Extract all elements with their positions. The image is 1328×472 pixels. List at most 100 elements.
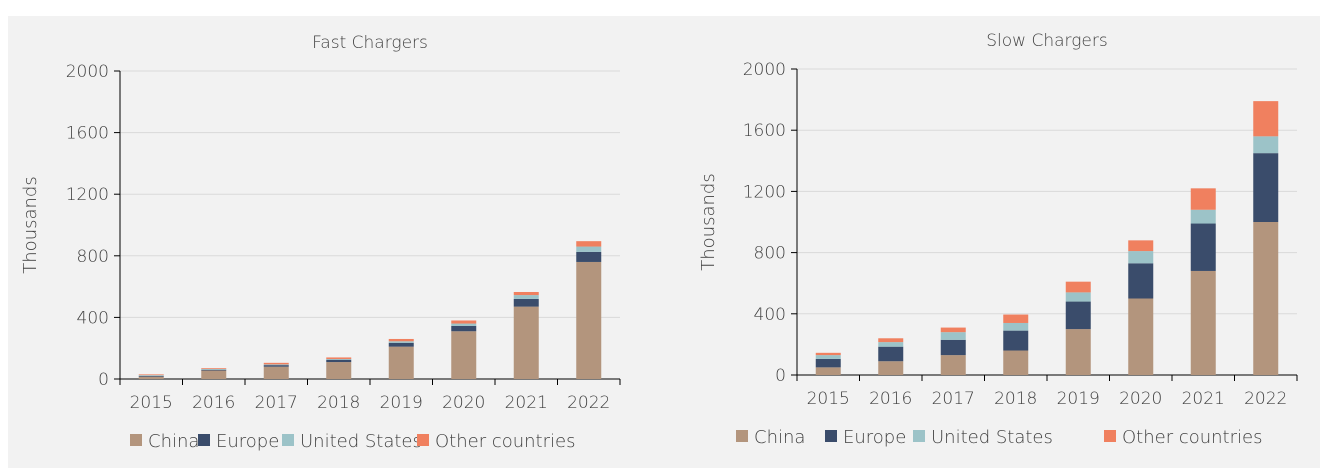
bar-segment xyxy=(1190,188,1216,210)
bar-segment xyxy=(138,376,164,379)
bar-segment xyxy=(1190,223,1216,271)
legend-swatch xyxy=(282,434,294,446)
y-tick-label: 0 xyxy=(98,370,109,390)
legend-label: United States xyxy=(300,431,422,452)
y-axis-label: Thousands xyxy=(698,173,719,270)
x-tick-label: 2021 xyxy=(505,393,548,413)
bar-segment xyxy=(326,358,352,360)
bar-segment xyxy=(1253,222,1279,375)
x-tick-label: 2021 xyxy=(1182,389,1225,409)
bar-segment xyxy=(1003,314,1029,323)
chart-title: Slow Chargers xyxy=(986,31,1107,51)
bar-segment xyxy=(263,366,289,379)
bar-segment xyxy=(815,352,841,356)
bar-segment xyxy=(513,291,539,296)
bar-segment xyxy=(1065,329,1091,375)
bar-segment xyxy=(940,327,966,333)
y-tick-label: 800 xyxy=(754,244,786,264)
bar-segment xyxy=(326,362,352,379)
x-tick-label: 2017 xyxy=(932,389,975,409)
x-tick-label: 2015 xyxy=(807,389,850,409)
bar-segment xyxy=(940,339,966,356)
bar-segment xyxy=(878,346,904,362)
legend-swatch xyxy=(825,430,837,442)
bar-segment xyxy=(451,323,477,326)
bar-segment xyxy=(326,357,352,359)
slow-chargers-chart: Slow Chargers Thousands 0 400 800 1200 1600 200… xyxy=(698,31,1298,448)
bar-segment xyxy=(263,362,289,365)
bar-segment xyxy=(815,367,841,375)
bar-segment xyxy=(326,359,352,363)
bar-segment xyxy=(451,325,477,332)
legend-swatch xyxy=(417,434,429,446)
y-axis-label: Thousands xyxy=(20,176,41,273)
x-tick-label: 2019 xyxy=(380,393,423,413)
bar-segment xyxy=(576,246,602,252)
bar-segment xyxy=(815,358,841,368)
legend-label: Other countries xyxy=(1122,427,1262,448)
x-tick-label: 2016 xyxy=(192,393,235,413)
bar-segment xyxy=(1253,153,1279,222)
bar-segment xyxy=(388,342,414,347)
legend-swatch xyxy=(913,430,925,442)
x-tick-label: 2017 xyxy=(255,393,298,413)
bar-segment xyxy=(576,241,602,247)
bar-segment xyxy=(388,341,414,343)
bar-segment xyxy=(138,375,164,376)
legend-label: Europe xyxy=(216,431,279,452)
bar-segment xyxy=(940,355,966,375)
bar-segment xyxy=(1128,240,1154,252)
x-tick-label: 2022 xyxy=(567,393,610,413)
bar-segment xyxy=(815,355,841,359)
bar-segment xyxy=(878,338,904,343)
bar-segment xyxy=(263,365,289,367)
bar-segment xyxy=(201,368,227,370)
bar-segment xyxy=(1003,350,1029,375)
bar-segment xyxy=(878,342,904,347)
y-tick-label: 2000 xyxy=(66,62,109,82)
bar-segment xyxy=(1190,209,1216,224)
bar-segment xyxy=(388,338,414,342)
y-tick-label: 0 xyxy=(775,366,786,386)
x-tick-label: 2018 xyxy=(317,393,360,413)
legend-label: China xyxy=(754,427,805,448)
bar-segment xyxy=(576,261,602,379)
bar-segment xyxy=(1253,136,1279,154)
bar-segment xyxy=(1253,101,1279,137)
legend-swatch xyxy=(130,434,142,446)
y-tick-label: 400 xyxy=(77,308,109,328)
x-tick-label: 2018 xyxy=(994,389,1037,409)
chart-panel: Fast Chargers Thousands 0 400 800 1200 1600 200… xyxy=(8,16,1320,468)
legend-label: China xyxy=(148,431,199,452)
bar-segment xyxy=(1065,292,1091,302)
bar-segment xyxy=(878,361,904,375)
bar-segment xyxy=(1065,281,1091,293)
legend-swatch xyxy=(198,434,210,446)
x-tick-label: 2020 xyxy=(1119,389,1162,409)
bar-segment xyxy=(513,298,539,307)
bar-segment xyxy=(451,331,477,379)
charts-svg: Fast Chargers Thousands 0 400 800 1200 1600 200… xyxy=(20,31,1298,452)
y-tick-label: 1600 xyxy=(66,124,109,144)
x-tick-label: 2015 xyxy=(130,393,173,413)
legend-label: Other countries xyxy=(435,431,575,452)
chart-title: Fast Chargers xyxy=(312,33,428,53)
legend-swatch xyxy=(736,430,748,442)
bar-segment xyxy=(940,332,966,340)
bar-segment xyxy=(201,368,227,369)
y-tick-label: 2000 xyxy=(743,60,786,80)
legend-swatch xyxy=(1104,430,1116,442)
bar-segment xyxy=(138,375,164,377)
legend-label: Europe xyxy=(843,427,906,448)
bar-segment xyxy=(513,306,539,379)
y-tick-label: 1600 xyxy=(743,121,786,141)
y-tick-label: 400 xyxy=(754,305,786,325)
bar-segment xyxy=(201,370,227,379)
bar-segment xyxy=(576,251,602,262)
bar-segment xyxy=(138,374,164,376)
x-tick-label: 2022 xyxy=(1244,389,1287,409)
bar-segment xyxy=(201,369,227,371)
bar-segment xyxy=(1003,330,1029,351)
x-tick-label: 2016 xyxy=(869,389,912,409)
bar-segment xyxy=(388,346,414,379)
